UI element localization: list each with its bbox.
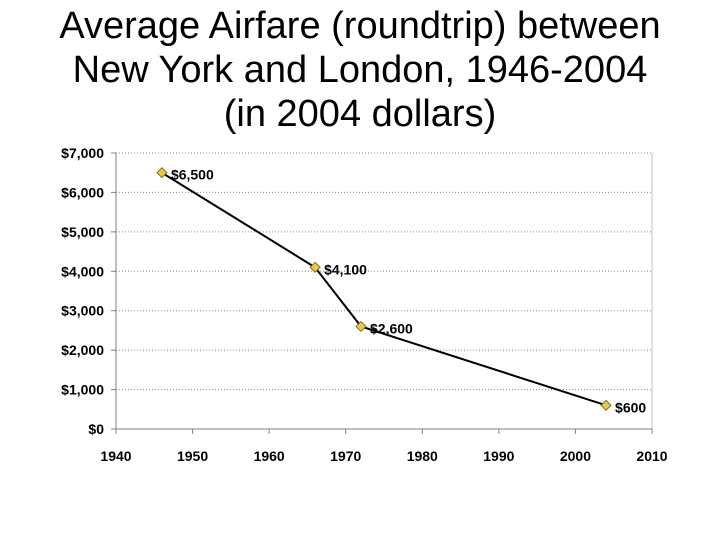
title-line-2: New York and London, 1946-2004 xyxy=(72,49,648,91)
y-tick-label-6: $6,000 xyxy=(61,184,104,200)
x-tick-label-5: 1990 xyxy=(483,448,514,464)
data-point-3 xyxy=(600,399,612,411)
x-tick-label-7: 2010 xyxy=(636,448,667,464)
title-line-1: Average Airfare (roundtrip) between xyxy=(59,5,661,47)
slide-title: Average Airfare (roundtrip) between New … xyxy=(0,4,720,136)
data-label-2: $2,600 xyxy=(370,320,413,336)
y-tick-label-1: $1,000 xyxy=(61,382,104,398)
x-tick-label-3: 1970 xyxy=(330,448,361,464)
y-tick-label-7: $7,000 xyxy=(61,145,104,161)
data-label-3: $600 xyxy=(615,399,646,415)
data-label-0: $6,500 xyxy=(171,167,214,183)
y-tick-label-5: $5,000 xyxy=(61,224,104,240)
data-point-0 xyxy=(156,167,168,179)
data-point-2 xyxy=(355,320,367,333)
series-line-0 xyxy=(161,171,607,407)
data-label-1: $4,100 xyxy=(324,261,367,277)
x-tick-label-4: 1980 xyxy=(407,448,438,464)
y-tick-label-0: $0 xyxy=(88,421,104,437)
title-line-3: (in 2004 dollars) xyxy=(223,93,497,135)
x-tick-label-0: 1940 xyxy=(100,448,131,464)
y-tick-label-3: $3,000 xyxy=(61,303,104,319)
x-tick-label-2: 1960 xyxy=(254,448,285,464)
y-tick-label-4: $4,000 xyxy=(61,263,104,279)
x-tick-label-6: 2000 xyxy=(560,448,591,464)
x-tick-label-1: 1950 xyxy=(177,448,208,464)
data-point-1 xyxy=(309,261,321,273)
y-tick-label-2: $2,000 xyxy=(61,342,104,358)
